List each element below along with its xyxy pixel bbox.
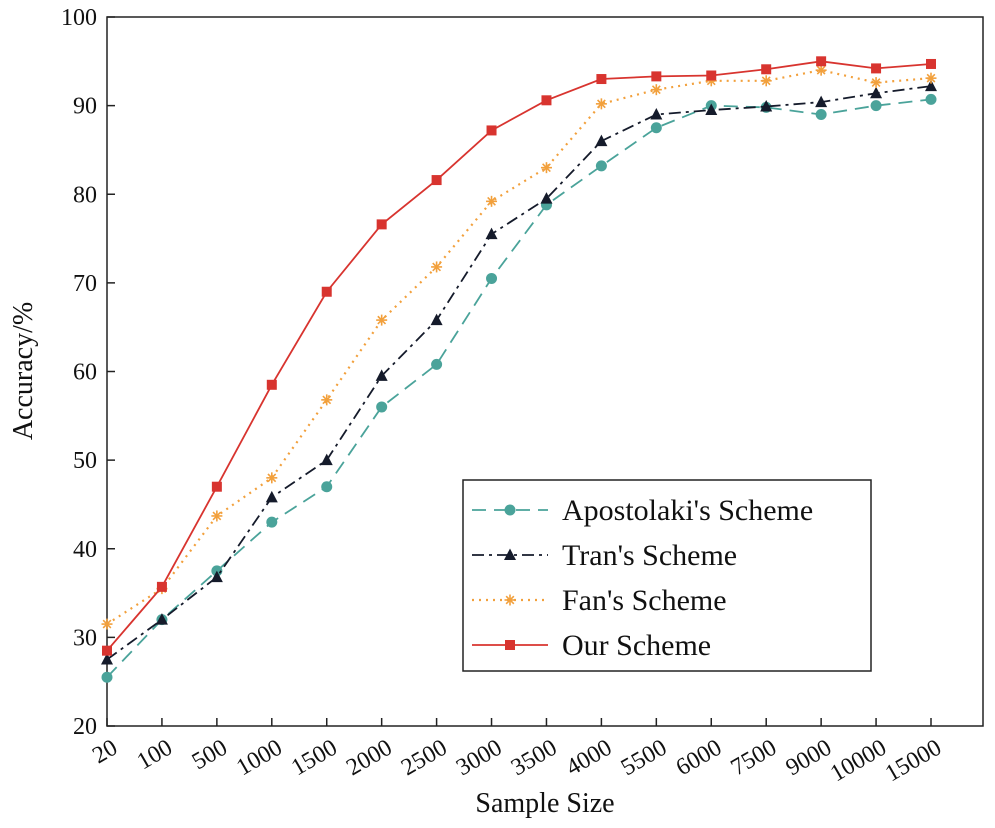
data-point-3-12 <box>761 64 772 75</box>
data-point-0-3 <box>266 516 278 528</box>
legend-label: Tran's Scheme <box>562 539 737 572</box>
data-point-1-11 <box>705 103 718 116</box>
data-point-2-8 <box>540 162 552 174</box>
data-point-2-2 <box>211 510 223 522</box>
data-point-0-5 <box>376 401 388 413</box>
y-tick-label: 50 <box>73 448 97 474</box>
data-point-3-6 <box>431 175 442 186</box>
y-axis-label: Accuracy/% <box>8 302 39 440</box>
series-layer <box>101 56 937 683</box>
legend-marker <box>504 504 516 516</box>
legend-label: Apostolaki's Scheme <box>562 494 813 527</box>
series-3 <box>102 56 936 656</box>
data-point-1-9 <box>595 134 608 147</box>
y-tick-label: 100 <box>61 5 97 31</box>
legend-label: Our Scheme <box>562 629 711 662</box>
data-point-2-13 <box>815 64 827 76</box>
legend-marker <box>504 594 516 606</box>
series-line-2 <box>106 69 932 626</box>
data-point-1-1 <box>155 613 168 625</box>
legend-box <box>462 479 872 672</box>
data-point-3-7 <box>486 125 497 136</box>
series-line-3 <box>106 60 932 652</box>
y-axis: 20 30 40 50 60 70 80 90 100 <box>61 5 115 740</box>
data-point-2-10 <box>650 84 662 96</box>
y-tick-label: 60 <box>73 360 97 386</box>
data-point-3-2 <box>211 481 222 492</box>
legend-marker <box>504 548 516 560</box>
data-point-2-12 <box>760 75 772 87</box>
series-line-0 <box>106 98 932 678</box>
data-point-2-6 <box>431 261 443 273</box>
x-axis-label: Sample Size <box>475 788 614 819</box>
data-point-0-13 <box>815 108 827 120</box>
data-point-1-6 <box>430 313 443 326</box>
data-point-1-7 <box>485 227 498 240</box>
data-point-1-10 <box>650 107 663 120</box>
series-2 <box>101 64 937 630</box>
data-point-1-12 <box>760 100 773 112</box>
legend-item-3: Our Scheme <box>472 629 711 662</box>
data-point-3-9 <box>596 74 607 85</box>
data-point-1-8 <box>540 192 553 204</box>
data-point-3-4 <box>321 286 332 297</box>
data-point-1-5 <box>375 369 388 381</box>
series-line-1 <box>106 85 932 661</box>
data-point-1-2 <box>210 570 223 583</box>
data-point-1-0 <box>101 653 113 665</box>
legend-item-2: Fan's Scheme <box>472 584 727 617</box>
data-point-1-4 <box>320 453 333 466</box>
data-point-2-3 <box>266 472 278 484</box>
data-point-0-4 <box>321 481 333 493</box>
data-point-3-10 <box>651 71 662 82</box>
y-tick-label: 80 <box>73 182 97 208</box>
legend-marker <box>505 640 515 650</box>
data-point-1-15 <box>925 79 937 92</box>
data-point-3-3 <box>266 379 277 390</box>
data-point-2-4 <box>321 394 333 406</box>
data-point-1-14 <box>870 86 883 99</box>
data-point-0-7 <box>486 272 498 284</box>
data-point-2-15 <box>925 72 937 84</box>
data-point-0-10 <box>650 122 662 134</box>
y-tick-label: 20 <box>73 714 97 740</box>
data-point-1-3 <box>265 490 278 503</box>
data-point-3-14 <box>871 63 882 74</box>
series-1 <box>101 79 937 665</box>
data-point-2-14 <box>870 77 882 89</box>
data-point-0-15 <box>925 93 937 105</box>
data-point-1-13 <box>815 95 828 108</box>
y-tick-label: 90 <box>73 94 97 120</box>
data-point-0-9 <box>595 160 607 172</box>
legend: Apostolaki's Scheme Tran's Scheme Fan's Sc… <box>462 479 872 672</box>
legend-label: Fan's Scheme <box>562 584 727 617</box>
y-tick-label: 40 <box>73 537 97 563</box>
data-point-0-14 <box>870 100 882 112</box>
data-point-3-0 <box>102 645 112 656</box>
legend-item-1: Tran's Scheme <box>472 539 737 572</box>
data-point-2-7 <box>486 195 498 207</box>
data-point-2-9 <box>595 98 607 110</box>
data-point-0-6 <box>431 358 443 370</box>
data-point-0-0 <box>101 671 113 683</box>
y-tick-label: 70 <box>73 271 97 297</box>
data-point-3-8 <box>541 95 552 106</box>
legend-item-0: Apostolaki's Scheme <box>472 494 813 527</box>
data-point-3-5 <box>376 219 387 230</box>
data-point-3-1 <box>156 581 167 592</box>
data-point-2-0 <box>101 618 113 630</box>
data-point-3-13 <box>816 56 827 67</box>
data-point-3-11 <box>706 70 717 81</box>
data-point-3-15 <box>926 58 936 69</box>
data-point-2-5 <box>376 314 388 326</box>
y-tick-label: 30 <box>73 625 97 651</box>
